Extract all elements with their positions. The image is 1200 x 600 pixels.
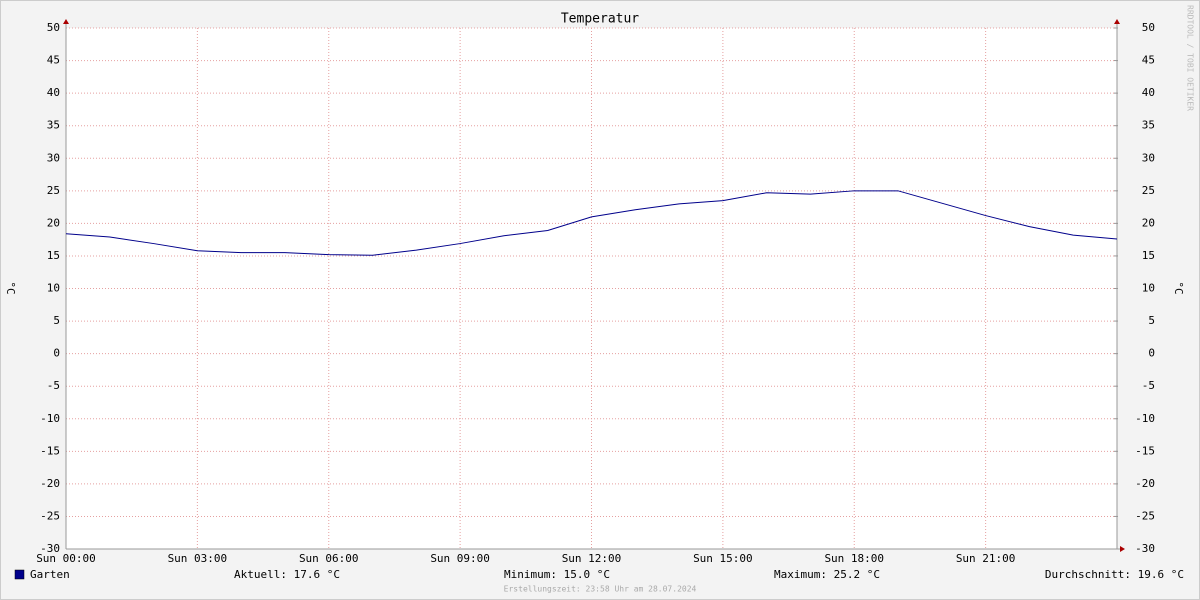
x-tick-label: Sun 06:00 (299, 552, 359, 565)
y-tick-label: -15 (40, 444, 60, 457)
y-tick-label: 40 (47, 86, 60, 99)
y-tick-label: -30 (40, 542, 60, 555)
y2-tick-label: 40 (1142, 86, 1155, 99)
y-tick-label: 25 (47, 184, 60, 197)
y2-tick-label: 30 (1142, 151, 1155, 164)
y-tick-label: 10 (47, 282, 60, 295)
y-axis-label: °C (4, 281, 17, 294)
y2-tick-label: -30 (1135, 542, 1155, 555)
stat: Durchschnitt: 19.6 °C (1045, 568, 1184, 581)
y2-tick-label: 10 (1142, 282, 1155, 295)
y-tick-label: -20 (40, 477, 60, 490)
y2-tick-label: 20 (1142, 216, 1155, 229)
y2-tick-label: 50 (1142, 21, 1155, 34)
y2-tick-label: -10 (1135, 412, 1155, 425)
legend-swatch (14, 569, 25, 580)
stat: Maximum: 25.2 °C (774, 568, 880, 581)
chart-title: Temperatur (561, 12, 639, 27)
footer: Erstellungszeit: 23:58 Uhr am 28.07.2024 (504, 585, 697, 594)
y-tick-label: -5 (47, 379, 60, 392)
y2-tick-label: -15 (1135, 444, 1155, 457)
y-tick-label: 20 (47, 216, 60, 229)
y2-axis-label: °C (1172, 281, 1185, 294)
y-tick-label: -10 (40, 412, 60, 425)
x-tick-label: Sun 15:00 (693, 552, 753, 565)
x-tick-label: Sun 03:00 (168, 552, 228, 565)
y2-tick-label: 15 (1142, 249, 1155, 262)
y-tick-label: 0 (53, 347, 60, 360)
stat: Aktuell: 17.6 °C (234, 568, 340, 581)
x-tick-label: Sun 21:00 (956, 552, 1016, 565)
y2-tick-label: -25 (1135, 509, 1155, 522)
x-tick-label: Sun 00:00 (36, 552, 96, 565)
axis-arrow (63, 19, 69, 24)
y2-tick-label: -5 (1142, 379, 1155, 392)
line-series (65, 190, 1118, 256)
legend-label: Garten (30, 568, 70, 581)
y-tick-label: 30 (47, 151, 60, 164)
y2-tick-label: 0 (1148, 347, 1155, 360)
y-tick-label: 5 (53, 314, 60, 327)
y2-tick-label: 5 (1148, 314, 1155, 327)
y-tick-label: 15 (47, 249, 60, 262)
axis-arrow (1120, 546, 1125, 552)
x-tick-label: Sun 18:00 (824, 552, 884, 565)
x-tick-label: Sun 09:00 (430, 552, 490, 565)
y-tick-label: 35 (47, 119, 60, 132)
y-tick-label: 50 (47, 21, 60, 34)
watermark: RRDTOOL / TOBI OETIKER (1186, 5, 1195, 111)
x-tick-label: Sun 12:00 (562, 552, 622, 565)
y2-tick-label: 45 (1142, 54, 1155, 67)
y2-tick-label: 35 (1142, 119, 1155, 132)
axis-arrow (1114, 19, 1120, 24)
y-tick-label: 45 (47, 54, 60, 67)
y-tick-label: -25 (40, 509, 60, 522)
y2-tick-label: -20 (1135, 477, 1155, 490)
y2-tick-label: 25 (1142, 184, 1155, 197)
stat: Minimum: 15.0 °C (504, 568, 610, 581)
